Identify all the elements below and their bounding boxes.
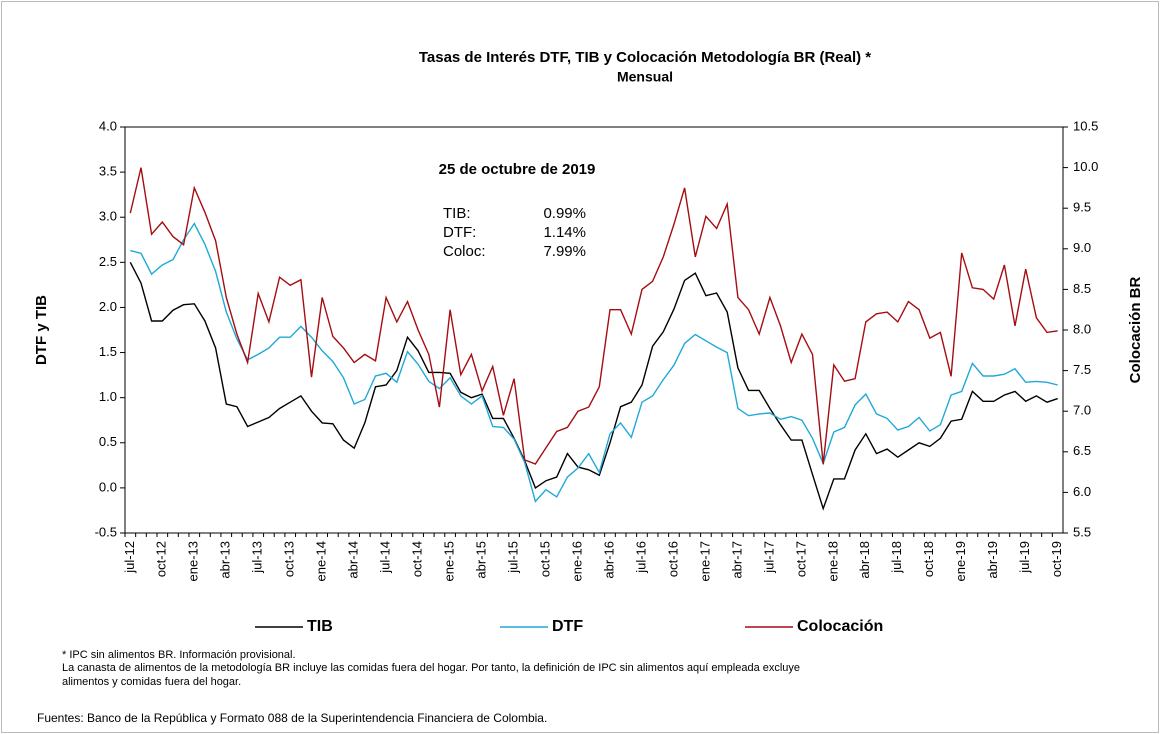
x-tick-label: jul-12: [122, 541, 137, 574]
legend-label: DTF: [552, 618, 583, 635]
x-tick-label: jul-16: [633, 541, 648, 574]
annotation-value: 7.99%: [543, 243, 586, 260]
y-tick-label: 2.0: [99, 299, 117, 314]
annotation-label: Coloc:: [443, 243, 486, 260]
y-tick-label: 0.0: [99, 479, 117, 494]
x-tick-label: abr-17: [729, 541, 744, 579]
y-tick-label: 1.0: [99, 389, 117, 404]
note: alimentos y comidas fuera del hogar.: [62, 676, 241, 688]
annotation-title: 25 de octubre de 2019: [439, 161, 596, 178]
source: Fuentes: Banco de la República y Formato…: [37, 711, 547, 725]
x-tick-label: ene-15: [442, 541, 457, 581]
chart-title: Tasas de Interés DTF, TIB y Colocación M…: [419, 49, 871, 66]
x-tick-label: abr-13: [218, 541, 233, 579]
y-tick-label: 2.5: [99, 254, 117, 269]
y-tick-label: 1.5: [99, 344, 117, 359]
series-line: [129, 261, 1058, 511]
y-tick-label: -0.5: [95, 524, 117, 539]
x-tick-label: jul-17: [761, 541, 776, 574]
annotation-label: DTF:: [443, 224, 476, 241]
annotation-value: 0.99%: [543, 205, 586, 222]
y-tick-label: 10.5: [1073, 118, 1098, 133]
x-tick-label: jul-19: [1017, 541, 1032, 574]
x-tick-label: ene-16: [569, 541, 584, 581]
y-tick-label: 6.5: [1073, 443, 1091, 458]
x-tick-label: ene-13: [186, 541, 201, 581]
y2-axis-label: Colocación BR: [1127, 276, 1144, 383]
y-tick-label: 4.0: [99, 118, 117, 133]
y-tick-label: 7.0: [1073, 403, 1091, 418]
x-tick-label: oct-14: [410, 541, 425, 577]
y-tick-label: 3.5: [99, 164, 117, 179]
y-tick-label: 8.5: [1073, 281, 1091, 296]
chart-subtitle: Mensual: [617, 69, 673, 85]
legend-label: Colocación: [797, 618, 883, 635]
y-tick-label: 8.0: [1073, 321, 1091, 336]
x-tick-label: oct-12: [154, 541, 169, 577]
note: * IPC sin alimentos BR. Información prov…: [62, 649, 296, 661]
x-tick-label: ene-18: [825, 541, 840, 581]
x-tick-label: abr-18: [857, 541, 872, 579]
x-tick-label: jul-13: [250, 541, 265, 574]
y-tick-label: 0.5: [99, 434, 117, 449]
y-tick-label: 6.0: [1073, 484, 1091, 499]
x-tick-label: oct-16: [665, 541, 680, 577]
legend-label: TIB: [307, 618, 333, 635]
x-tick-label: jul-18: [889, 541, 904, 574]
y-tick-label: 9.0: [1073, 240, 1091, 255]
x-tick-label: oct-18: [921, 541, 936, 577]
series-line: [129, 167, 1058, 465]
x-tick-label: oct-19: [1049, 541, 1064, 577]
x-tick-label: oct-17: [793, 541, 808, 577]
y-tick-label: 5.5: [1073, 524, 1091, 539]
x-tick-label: abr-15: [474, 541, 489, 579]
series-line: [130, 222, 1058, 503]
y-axis-label: DTF y TIB: [33, 295, 50, 365]
note: La canasta de alimentos de la metodologí…: [62, 662, 800, 674]
y-tick-label: 7.5: [1073, 362, 1091, 377]
y-tick-label: 3.0: [99, 209, 117, 224]
x-tick-label: abr-19: [985, 541, 1000, 579]
x-tick-label: oct-13: [282, 541, 297, 577]
x-tick-label: ene-14: [314, 541, 329, 581]
x-tick-label: jul-14: [378, 541, 393, 574]
annotation-value: 1.14%: [543, 224, 586, 241]
x-tick-label: ene-17: [697, 541, 712, 581]
y-tick-label: 10.0: [1073, 159, 1098, 174]
x-tick-label: ene-19: [953, 541, 968, 581]
x-tick-label: oct-15: [537, 541, 552, 577]
x-tick-label: abr-16: [601, 541, 616, 579]
x-tick-label: abr-14: [346, 541, 361, 579]
y-tick-label: 9.5: [1073, 200, 1091, 215]
annotation-label: TIB:: [443, 205, 471, 222]
x-tick-label: jul-15: [505, 541, 520, 574]
